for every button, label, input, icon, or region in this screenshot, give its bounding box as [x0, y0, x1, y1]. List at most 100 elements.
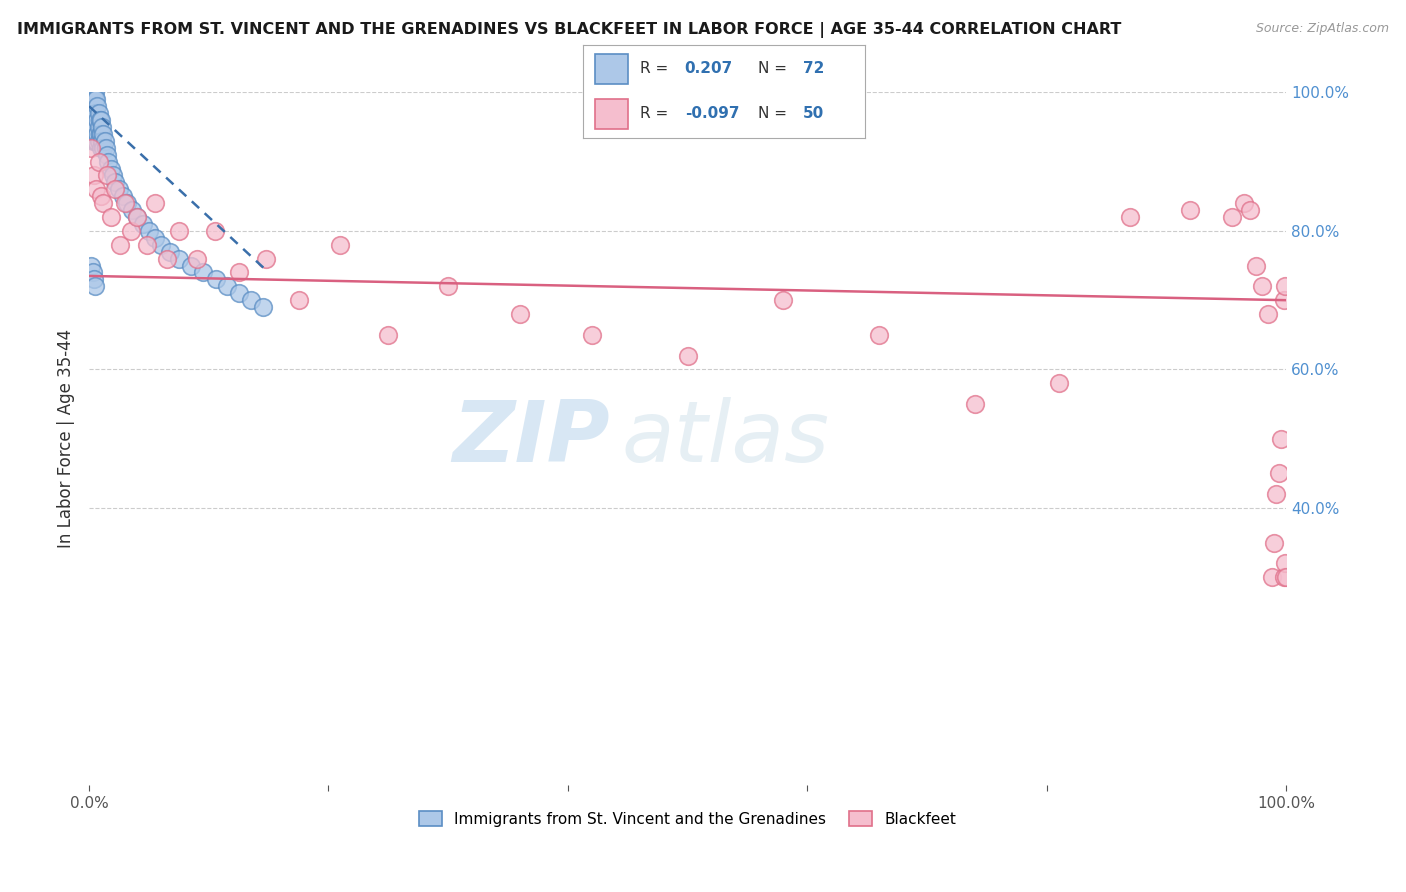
- Text: -0.097: -0.097: [685, 106, 740, 121]
- Text: N =: N =: [758, 106, 787, 121]
- Point: [84, 134, 107, 148]
- Point: [1270, 432, 1292, 446]
- Point: [132, 217, 155, 231]
- Point: [228, 286, 250, 301]
- Text: 50: 50: [803, 106, 824, 121]
- Point: [186, 252, 208, 266]
- Point: [90, 113, 112, 128]
- Point: [82, 134, 104, 148]
- Point: [1272, 570, 1295, 584]
- Point: [287, 293, 309, 308]
- Point: [108, 237, 131, 252]
- Point: [79, 86, 101, 100]
- Point: [94, 141, 117, 155]
- Point: [90, 127, 112, 141]
- Text: R =: R =: [640, 62, 668, 77]
- Point: [125, 210, 148, 224]
- Point: [96, 169, 118, 183]
- Point: [97, 154, 120, 169]
- Point: [79, 92, 101, 106]
- Point: [149, 237, 172, 252]
- Point: [108, 182, 131, 196]
- Point: [79, 99, 101, 113]
- Point: [167, 224, 190, 238]
- Point: [83, 86, 105, 100]
- Point: [91, 120, 114, 134]
- Point: [1263, 535, 1285, 549]
- Point: [80, 92, 103, 106]
- Point: [83, 169, 105, 183]
- Point: [93, 127, 115, 141]
- Point: [80, 106, 103, 120]
- Point: [252, 300, 274, 314]
- Point: [100, 210, 122, 224]
- Point: [121, 203, 143, 218]
- Point: [254, 252, 277, 266]
- Point: [1275, 570, 1298, 584]
- Point: [329, 237, 352, 252]
- Text: Source: ZipAtlas.com: Source: ZipAtlas.com: [1256, 22, 1389, 36]
- Point: [93, 134, 115, 148]
- Bar: [595, 54, 628, 84]
- Bar: [595, 99, 628, 129]
- Point: [1239, 203, 1261, 218]
- Point: [87, 106, 110, 120]
- Point: [1233, 196, 1256, 211]
- Point: [120, 224, 142, 238]
- Point: [215, 279, 238, 293]
- Point: [111, 189, 134, 203]
- Text: atlas: atlas: [621, 397, 830, 480]
- Point: [963, 397, 986, 411]
- Point: [84, 86, 107, 100]
- Point: [82, 113, 104, 128]
- Point: [86, 99, 108, 113]
- Point: [82, 86, 104, 100]
- Point: [84, 279, 107, 293]
- Point: [84, 182, 107, 196]
- Point: [143, 196, 166, 211]
- Point: [1274, 279, 1296, 293]
- Point: [1260, 570, 1282, 584]
- Point: [868, 327, 890, 342]
- Point: [86, 127, 108, 141]
- Point: [1265, 487, 1288, 501]
- Point: [80, 259, 103, 273]
- Point: [191, 265, 214, 279]
- Point: [156, 252, 179, 266]
- Point: [228, 265, 250, 279]
- Point: [82, 120, 104, 134]
- Point: [138, 224, 160, 238]
- Point: [204, 224, 226, 238]
- Point: [83, 127, 105, 141]
- Point: [1119, 210, 1142, 224]
- Point: [1047, 376, 1070, 391]
- Point: [84, 92, 107, 106]
- Point: [239, 293, 262, 308]
- Point: [581, 327, 603, 342]
- Point: [82, 99, 104, 113]
- Point: [1251, 279, 1274, 293]
- Text: ZIP: ZIP: [453, 397, 610, 480]
- Point: [84, 120, 107, 134]
- Text: 0.207: 0.207: [685, 62, 733, 77]
- Point: [93, 196, 115, 211]
- Point: [93, 141, 115, 155]
- Point: [143, 231, 166, 245]
- Point: [1244, 259, 1267, 273]
- Point: [84, 92, 107, 106]
- Point: [89, 127, 111, 141]
- Point: [82, 265, 104, 279]
- Point: [80, 113, 103, 128]
- Point: [114, 196, 136, 211]
- Legend: Immigrants from St. Vincent and the Grenadines, Blackfeet: Immigrants from St. Vincent and the Gren…: [413, 805, 962, 833]
- Point: [205, 272, 228, 286]
- Point: [1180, 203, 1202, 218]
- Point: [90, 141, 112, 155]
- Point: [135, 237, 157, 252]
- Point: [180, 259, 202, 273]
- Point: [1274, 557, 1296, 571]
- Point: [83, 272, 105, 286]
- Point: [676, 349, 699, 363]
- Point: [125, 210, 148, 224]
- Point: [82, 92, 104, 106]
